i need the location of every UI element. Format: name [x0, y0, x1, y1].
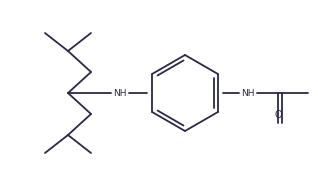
Text: NH: NH	[113, 89, 127, 97]
Text: NH: NH	[241, 89, 255, 97]
Text: O: O	[274, 110, 282, 120]
